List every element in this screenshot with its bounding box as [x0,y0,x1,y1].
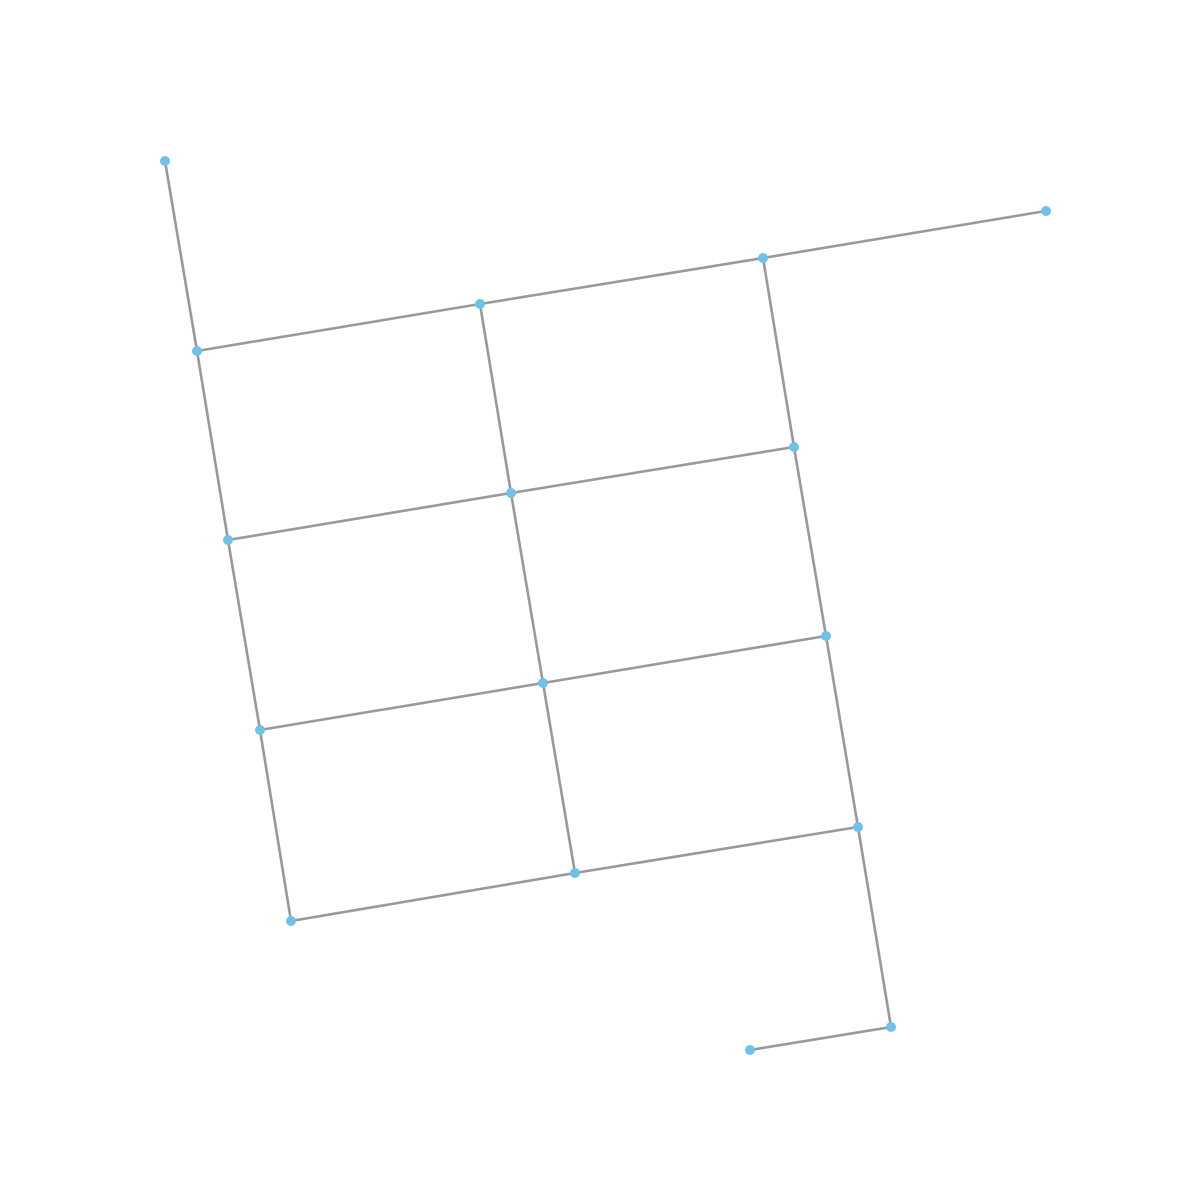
edges-layer [163,159,1048,1052]
graph-node-n7 [286,916,296,926]
graph-node-n12 [821,631,831,641]
edge-n5-n6 [226,538,262,732]
graph-node-n5 [223,535,233,545]
edge-n2-n3 [478,256,765,306]
edge-n12-n13 [824,634,860,829]
graph-node-n11 [538,678,548,688]
graph-node-n10 [789,442,799,452]
graph-node-n13 [853,822,863,832]
edge-n9-n11 [509,491,545,685]
edge-n5-n9 [226,491,513,542]
edge-n11-n12 [541,634,828,685]
edge-n1-n5 [195,349,230,542]
edge-n1-n2 [195,302,482,353]
graph-node-n8 [570,868,580,878]
edge-n13-n14 [856,825,893,1029]
graph-node-n0 [160,156,170,166]
graph-node-n3 [758,253,768,263]
graph-node-n4 [1041,206,1051,216]
graph-node-n9 [506,488,516,498]
edge-n6-n11 [258,681,545,732]
graph-node-n15 [745,1045,755,1055]
edge-n3-n10 [761,256,796,449]
graph-node-n14 [886,1022,896,1032]
edge-n7-n8 [289,871,577,923]
edge-n3-n4 [761,209,1048,260]
edge-n14-n15 [748,1025,893,1052]
edge-n10-n12 [792,445,828,638]
graph-node-n2 [475,299,485,309]
edge-n2-n9 [478,302,513,495]
edge-n6-n7 [258,728,293,923]
edge-n9-n10 [509,445,796,495]
edge-n11-n8 [541,681,577,875]
graph-node-n6 [255,725,265,735]
graph-node-n1 [192,346,202,356]
nodes-layer [160,156,1051,1055]
edge-n0-n1 [163,159,199,353]
edge-n8-n13 [573,825,860,875]
